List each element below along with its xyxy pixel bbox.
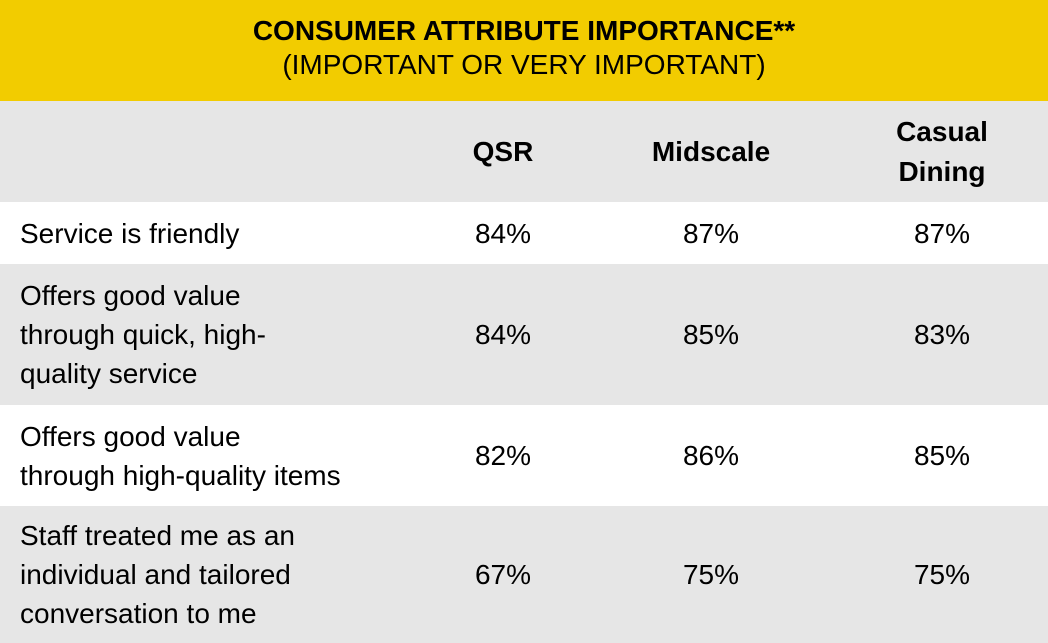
column-header: Casual Dining [842,101,1042,202]
cell-text: Service is friendly [20,214,239,253]
value-cell: 83% [842,264,1042,405]
cell-text: Casual Dining [896,112,988,192]
text-line: conversation to me [20,598,257,629]
row-label: Offers good value through quick, high-qua… [20,264,440,405]
row-label: Staff treated me as an individual and tai… [20,506,440,643]
cell-text: QSR [472,135,534,167]
cell-text: 67% [474,559,532,590]
value-cell: 85% [611,264,811,405]
cell-text: 84% [474,217,532,249]
text-line: through quick, high- [20,319,266,350]
value-cell: 86% [611,405,811,506]
text-line: through high-quality items [20,459,341,491]
table-row: Offers good value through high-quality it… [0,405,1048,506]
title-banner: CONSUMER ATTRIBUTE IMPORTANCE** (IMPORTA… [0,0,1048,101]
cell-text: 87% [913,217,971,249]
subtitle: (IMPORTANT OR VERY IMPORTANT) [282,49,766,80]
cell-text: 85% [913,440,971,471]
column-header: QSR [403,101,603,202]
text-line: Offers good value [20,420,241,452]
cell-text: 84% [474,319,532,350]
value-cell: 75% [842,506,1042,643]
value-cell: 87% [611,202,811,264]
cell-text: 86% [682,440,740,471]
cell-text: 87% [682,217,740,249]
cell-text: 75% [913,559,971,590]
table-row: Staff treated me as an individual and tai… [0,506,1048,643]
title: CONSUMER ATTRIBUTE IMPORTANCE** [252,15,796,46]
text-line: Casual [896,115,988,147]
value-cell: 87% [842,202,1042,264]
value-cell: 67% [403,506,603,643]
cell-text: 75% [682,559,740,590]
cell-text: Offers good value through quick, high-qua… [20,276,266,393]
cell-text: Staff treated me as an individual and tai… [20,516,295,633]
column-header: Midscale [611,101,811,202]
cell-text: 85% [682,319,740,350]
cell-text: Offers good value through high-quality it… [20,417,341,495]
header-row: QSR Midscale Casual Dining [0,101,1048,202]
text-line: Offers good value [20,280,241,311]
table-row: Offers good value through quick, high-qua… [0,264,1048,405]
value-cell: 85% [842,405,1042,506]
cell-text: Midscale [651,135,771,167]
cell-text: 83% [913,319,971,350]
cell-text: 82% [474,440,532,471]
text-line: quality service [20,358,198,389]
value-cell: 84% [403,264,603,405]
text-line: Staff treated me as an [20,520,295,551]
table-row: Service is friendly 84% 87% 87% [0,202,1048,264]
value-cell: 84% [403,202,603,264]
row-label: Service is friendly [20,202,440,264]
text-line: individual and tailored [20,559,291,590]
row-label: Offers good value through high-quality it… [20,405,440,506]
value-cell: 75% [611,506,811,643]
text-line: Dining [898,155,986,187]
text-line: Service is friendly [20,217,240,249]
value-cell: 82% [403,405,603,506]
